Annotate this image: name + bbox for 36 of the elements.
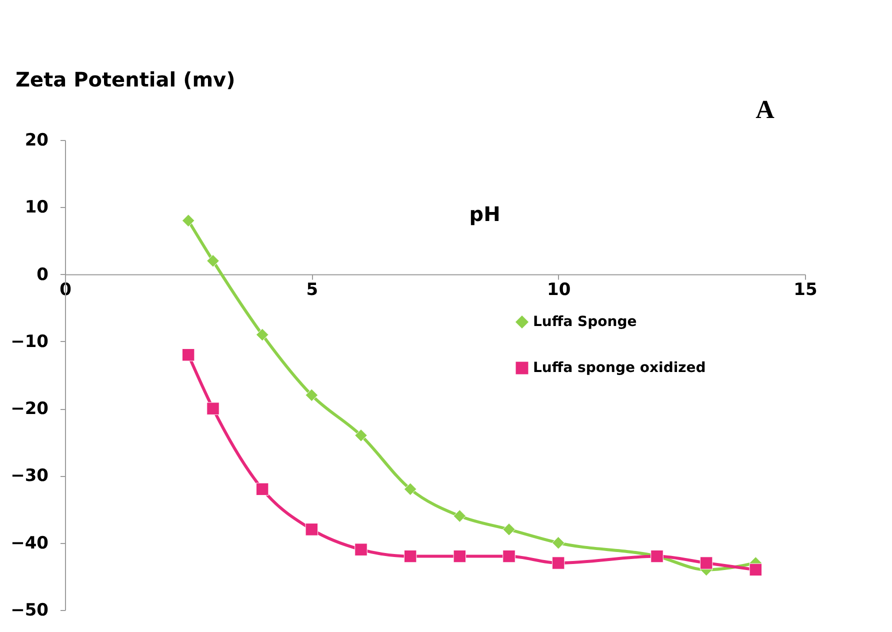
y-tick-label: −10 — [10, 332, 49, 352]
point — [305, 523, 318, 536]
legend-label: Luffa sponge oxidized — [533, 360, 706, 376]
point — [256, 328, 269, 342]
y-axis-title: Zeta Potential (mv) — [16, 68, 236, 92]
point — [354, 543, 368, 556]
point — [305, 388, 318, 402]
point — [552, 556, 565, 570]
point — [700, 556, 713, 570]
x-axis-title: pH — [469, 202, 500, 226]
x-tick-label: 5 — [306, 280, 318, 300]
x-tick-label: 10 — [546, 280, 571, 300]
x-tick-label: 15 — [794, 280, 818, 300]
y-tick-label: −30 — [10, 466, 49, 486]
point — [502, 523, 516, 536]
point — [206, 254, 220, 268]
point — [749, 563, 762, 576]
y-tick-label: −50 — [10, 600, 49, 620]
point — [404, 550, 417, 563]
y-tick-label: −20 — [10, 399, 49, 420]
point — [354, 429, 368, 442]
point — [182, 348, 195, 362]
legend-label: Luffa Sponge — [533, 314, 637, 330]
y-tick-label: 0 — [36, 264, 49, 285]
point — [206, 402, 220, 415]
y-tick-label: −40 — [10, 533, 49, 554]
y-tick-label: 20 — [24, 130, 49, 150]
point — [182, 214, 195, 227]
point — [453, 510, 466, 522]
y-tick-label: 10 — [24, 198, 49, 218]
point — [552, 536, 565, 550]
point — [453, 550, 466, 563]
point — [256, 482, 269, 496]
point — [404, 482, 417, 496]
point — [502, 550, 516, 563]
text: A — [756, 95, 775, 124]
